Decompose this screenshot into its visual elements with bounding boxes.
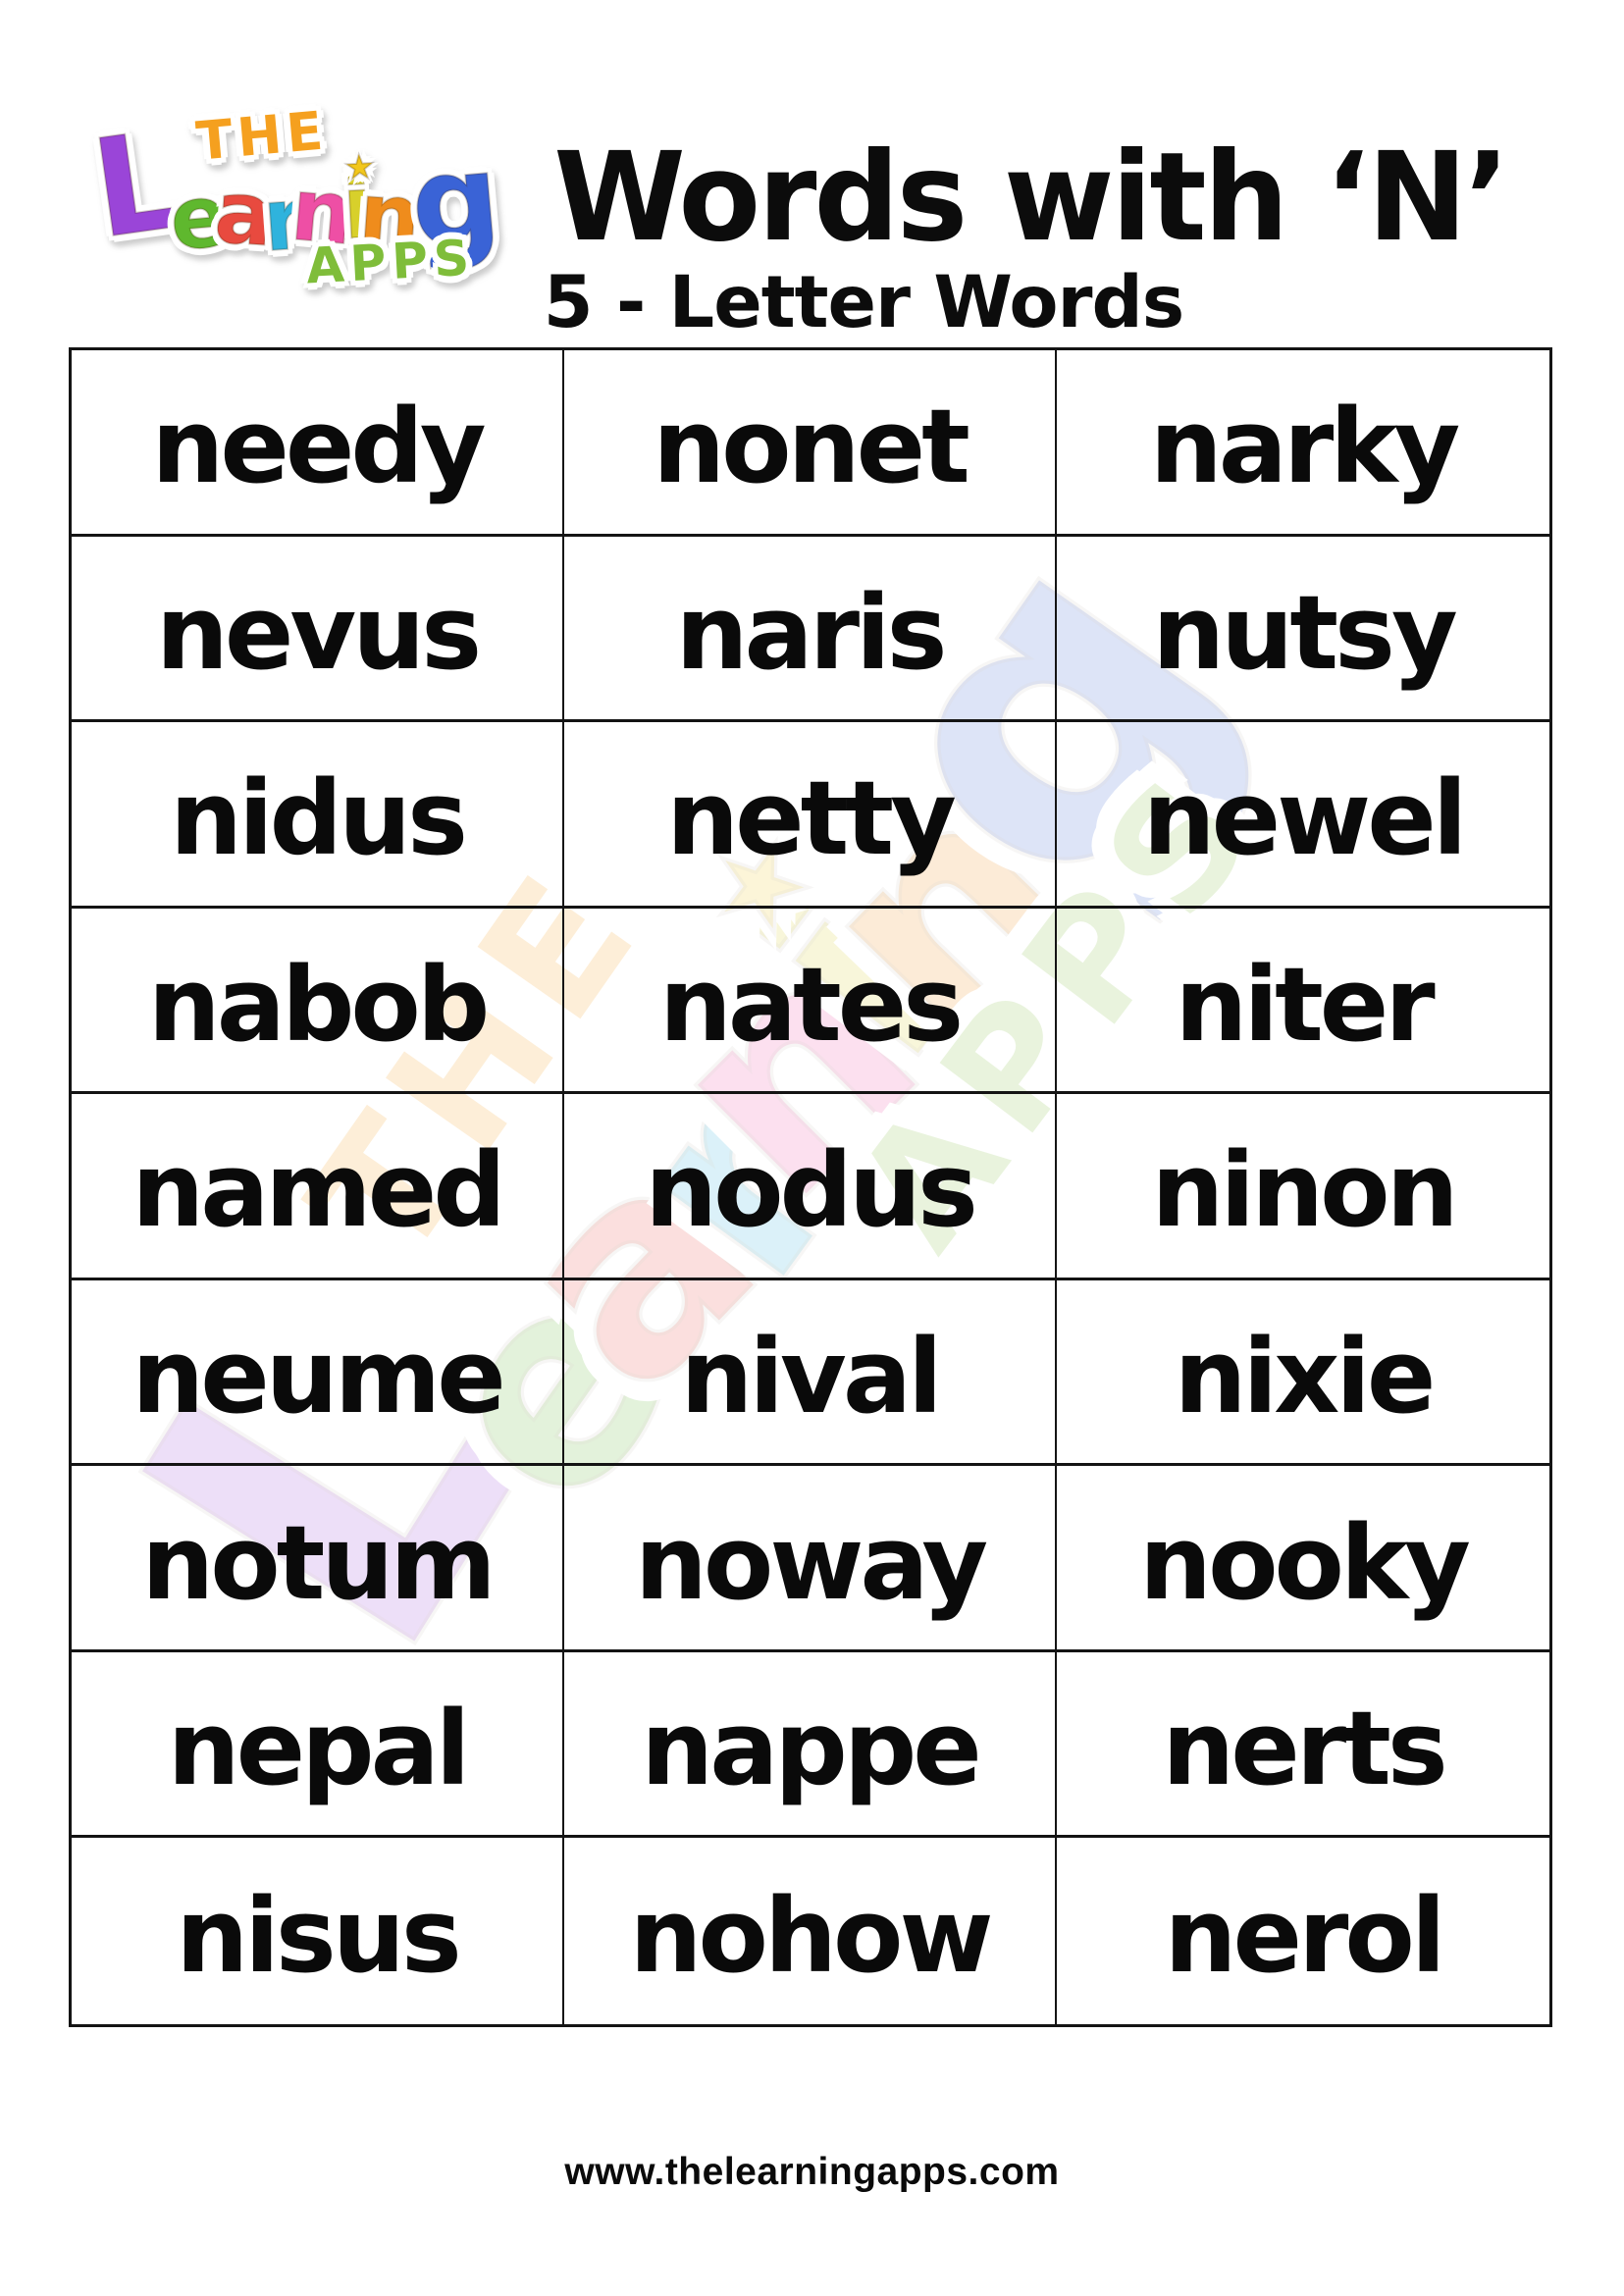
- word-cell: nevus: [72, 536, 564, 723]
- word-cell: nutsy: [1057, 537, 1549, 723]
- word-cell: noway: [564, 1466, 1057, 1652]
- word-cell: nidus: [72, 722, 564, 909]
- word-cell: nerts: [1057, 1652, 1549, 1839]
- word-cell: named: [72, 1094, 564, 1280]
- word-cell: needy: [72, 350, 564, 537]
- word-cell: nappe: [564, 1651, 1057, 1839]
- word-cell: nodus: [564, 1094, 1057, 1280]
- word-cell: nixie: [1057, 1280, 1549, 1467]
- word-cell: neume: [72, 1279, 564, 1467]
- word-cell: nooky: [1057, 1466, 1549, 1652]
- word-cell: narky: [1057, 350, 1549, 537]
- words-table: needy nonet narky nevus naris nutsy nidus netty…: [69, 347, 1552, 2027]
- word-cell: nates: [564, 908, 1057, 1095]
- word-cell: nohow: [564, 1838, 1057, 2024]
- learning-apps-logo: THE Learni ★ ng APPS: [82, 99, 508, 306]
- word-cell: nepal: [72, 1651, 564, 1839]
- word-cell: notum: [72, 1466, 564, 1652]
- word-cell: naris: [564, 536, 1057, 723]
- word-cell: nonet: [564, 350, 1057, 537]
- word-cell: nerol: [1164, 1876, 1446, 1997]
- page-subtitle: 5 - Letter Words: [543, 261, 1184, 344]
- footer-url: www.thelearningapps.com: [564, 2151, 1060, 2193]
- page-title: Words with ‘N’: [553, 126, 1510, 269]
- word-cell: nival: [564, 1279, 1057, 1467]
- word-cell: niter: [1057, 909, 1549, 1095]
- logo-apps-text: APPS: [304, 229, 477, 295]
- word-cell: netty: [564, 722, 1057, 909]
- word-cell: ninon: [1057, 1094, 1549, 1280]
- word-cell: nabob: [72, 908, 564, 1095]
- word-cell: nisus: [72, 1838, 564, 2024]
- word-cell: newel: [1057, 722, 1549, 909]
